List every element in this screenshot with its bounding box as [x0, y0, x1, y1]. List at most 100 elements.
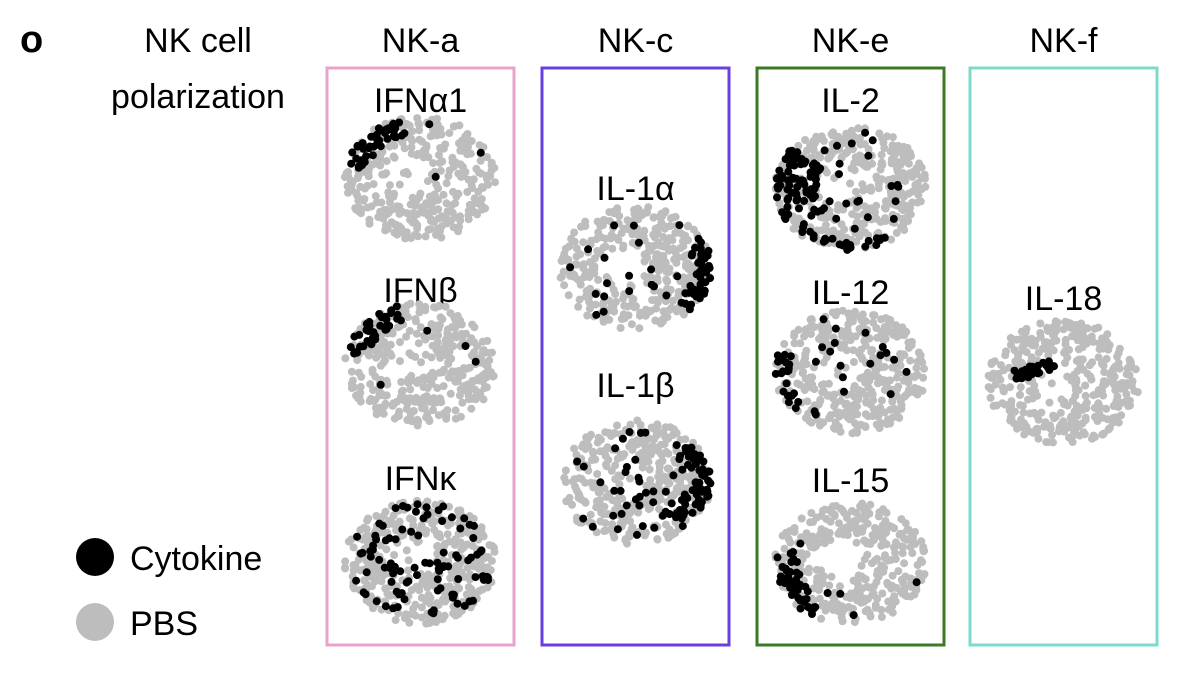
pbs-cell: [1030, 408, 1039, 417]
pbs-cell: [869, 318, 878, 327]
pbs-cell: [634, 215, 643, 224]
pbs-cell: [819, 387, 828, 396]
pbs-cell: [446, 369, 455, 378]
pbs-cell: [987, 373, 996, 382]
pbs-cell: [861, 575, 870, 584]
pbs-cell: [382, 169, 391, 178]
cytokine-cell: [579, 514, 588, 523]
cytokine-cell: [368, 545, 377, 554]
pbs-cell: [410, 231, 419, 239]
pbs-cell: [878, 589, 887, 598]
pbs-cell: [834, 132, 843, 141]
cytokine-cell: [774, 357, 782, 366]
pbs-cell: [1006, 340, 1015, 349]
cytokine-cell: [806, 227, 815, 236]
pbs-cell: [838, 617, 847, 626]
pbs-cell: [1068, 422, 1077, 431]
pbs-cell: [864, 204, 873, 213]
pbs-cell: [356, 566, 365, 575]
pbs-cell: [1079, 428, 1088, 437]
pbs-cell: [459, 543, 468, 552]
pbs-cell: [652, 424, 661, 433]
pbs-cell: [805, 564, 813, 573]
cytokine-cell: [584, 245, 593, 254]
pbs-cell: [685, 273, 694, 282]
cytokine-cell: [592, 310, 601, 319]
cytokine-cell: [809, 234, 818, 242]
pbs-cell: [371, 192, 380, 201]
pbs-cell: [1122, 379, 1131, 388]
pbs-cell: [801, 413, 810, 422]
pbs-cell: [849, 346, 858, 355]
pbs-cell: [633, 416, 642, 425]
pbs-cell: [884, 415, 892, 424]
pbs-cell: [875, 129, 884, 138]
pbs-cell: [850, 384, 858, 393]
pbs-cell: [831, 311, 840, 320]
pbs-cell: [898, 323, 907, 332]
pbs-cell: [627, 320, 636, 329]
cytokine-cell: [433, 558, 442, 567]
pbs-cell: [1012, 421, 1021, 430]
pbs-cell: [848, 429, 857, 438]
pbs-cell: [402, 546, 411, 555]
pbs-cell: [920, 364, 928, 373]
cytokine-cell: [783, 203, 792, 211]
cytokine-cell: [796, 580, 804, 589]
pbs-cell: [420, 403, 429, 412]
pbs-cell: [346, 176, 355, 185]
pbs-cell: [881, 214, 890, 223]
pbs-cell: [670, 490, 679, 499]
cytokine-cell: [465, 520, 474, 529]
cytokine-cell: [603, 279, 611, 288]
pbs-cell: [414, 376, 423, 385]
cytokine-cell: [1024, 373, 1033, 382]
pbs-cell: [837, 152, 846, 161]
pbs-cell: [653, 535, 662, 544]
pbs-cell: [487, 161, 496, 170]
pbs-cell: [671, 229, 680, 237]
pbs-cell: [999, 387, 1008, 395]
pbs-cell: [822, 515, 831, 523]
pbs-cell: [830, 402, 839, 411]
pbs-cell: [574, 302, 583, 311]
pbs-cell: [826, 602, 835, 611]
pbs-cell: [368, 582, 376, 591]
cytokine-cell: [399, 502, 407, 510]
pbs-cell: [412, 582, 421, 591]
pbs-cell: [439, 190, 448, 199]
cytokine-cell: [634, 238, 643, 247]
pbs-cell: [824, 325, 833, 334]
cytokine-cell: [849, 611, 858, 620]
pbs-cell: [870, 556, 879, 565]
pbs-cell: [446, 389, 455, 398]
cytokine-cell: [456, 524, 465, 533]
cytokine-cell: [391, 124, 400, 133]
pbs-cell: [422, 199, 431, 208]
pbs-cell: [1057, 423, 1066, 432]
pbs-cell: [684, 473, 693, 482]
plot-label: IL-18: [1025, 280, 1103, 318]
pbs-cell: [1099, 382, 1107, 390]
pbs-cell: [1122, 370, 1131, 379]
cytokine-cell: [821, 234, 829, 243]
pbs-cell: [468, 184, 477, 192]
pbs-cell: [608, 520, 617, 529]
pbs-cell: [780, 544, 789, 553]
cytokine-cell: [600, 292, 609, 301]
cytokine-cell: [650, 282, 658, 291]
panel-label: o: [20, 19, 43, 61]
pbs-cell: [853, 585, 862, 593]
cytokine-cell: [381, 129, 389, 138]
cytokine-cell: [389, 604, 398, 613]
cytokine-cell: [698, 470, 707, 479]
cytokine-cell: [618, 434, 627, 443]
pbs-cell: [891, 597, 900, 606]
pbs-cell: [1077, 327, 1086, 336]
pbs-cell: [458, 333, 467, 341]
cytokine-cell: [375, 136, 384, 145]
pbs-cell: [877, 315, 886, 324]
pbs-cell: [433, 114, 442, 123]
pbs-cell: [790, 332, 799, 341]
pbs-cell: [815, 334, 823, 343]
